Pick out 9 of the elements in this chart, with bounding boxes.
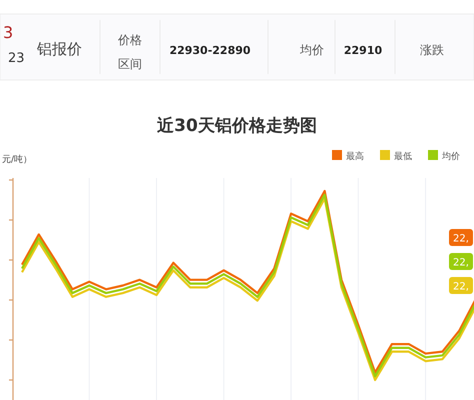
legend-label: 最高: [346, 151, 364, 162]
legend-label: 最低: [394, 151, 412, 162]
annotation: 22,: [453, 234, 469, 244]
header: 3 23 铝报价 价格区间 22930-22890 均价 22910 涨跌: [0, 14, 474, 80]
legend-label: 均价: [441, 151, 460, 162]
y-axis-title: 元/吨）: [2, 154, 32, 165]
chart-title: 近30天铝价格走势图: [156, 116, 317, 136]
annotation: 22,: [453, 258, 469, 268]
annotation: 22,: [453, 282, 469, 292]
